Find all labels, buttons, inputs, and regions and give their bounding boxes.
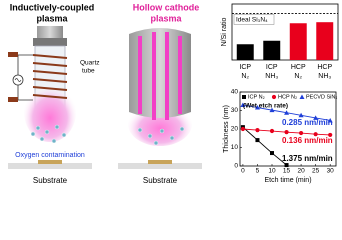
particles [30,124,67,144]
connector [8,97,18,102]
y-tick-label: 30 [231,107,239,114]
icp-diagram: Inductively-coupled plasma Quartz tube O… [8,2,100,185]
x-axis-label: Etch time (min) [264,177,311,184]
quartz-label: tube [82,68,95,75]
legend-label: HCP N₂ [278,94,297,100]
gas-inlet [37,26,63,40]
marker [284,110,290,115]
quartz-label: Quartz [80,60,100,67]
legend-label: ICP N₂ [248,94,265,100]
chart-title: (Wet etch rate) [243,103,288,110]
x-tick-label: 15 [283,168,291,175]
icp-title: Inductively-coupled [10,2,95,12]
bar [236,44,254,60]
y-tick-label: 20 [231,126,239,133]
y-tick-label: 0 [234,163,238,170]
particles [137,126,185,146]
x-tick-label: ICP [239,64,251,71]
marker [242,95,246,99]
x-tick-label: 30 [327,168,335,175]
marker [313,115,319,120]
x-tick-label: 0 [241,168,245,175]
marker [269,107,275,113]
marker [240,126,246,132]
series-line [242,126,287,166]
y-tick-label: 40 [231,89,239,96]
coil [32,54,68,99]
marker [240,102,246,107]
annotation: 0.285 nm/min [282,118,333,127]
cathode [129,28,191,118]
x-tick-label: HCP [291,64,306,71]
flange [33,38,67,46]
marker [298,130,304,136]
marker [270,151,274,156]
hcp-title: Hollow cathode [133,2,200,12]
bar [263,40,281,60]
x-tick-label: 25 [312,168,320,175]
annotation: 0.136 nm/min [282,136,333,145]
annotation: 1.375 nm/min [282,154,333,163]
figure: Inductively-coupled plasma Quartz tube O… [8,2,339,185]
hcp-title: plasma [150,13,182,23]
y-axis-label: Thickness (nm) [223,105,230,153]
marker [254,105,260,110]
substrate [38,160,62,164]
substrate-label: Substrate [33,176,68,185]
marker [313,132,318,137]
legend-label: PECVD SiNₓ [306,94,337,100]
marker [328,132,333,138]
marker [284,130,289,135]
marker [269,128,275,134]
marker [255,128,260,133]
icp-title: plasma [36,13,68,23]
x-tick-label: N₂ [241,73,249,80]
y-axis-label: N/Si ratio [221,18,228,47]
stage [8,163,92,169]
marker [271,94,277,100]
x-tick-label: 5 [256,168,260,175]
reference-box [233,14,275,25]
x-tick-label: 20 [297,168,305,175]
bar [289,23,307,60]
y-tick-label: 10 [231,144,239,151]
x-tick-label: NH₃ [265,73,278,80]
hcp-diagram: Hollow cathode plasma Substrate [118,2,202,185]
x-tick-label: 10 [268,168,276,175]
marker [298,112,304,118]
marker [299,94,305,99]
reference-label: Ideal Si₃N₄ [236,17,268,24]
substrate-label: Substrate [143,176,178,185]
marker [284,163,289,168]
contamination-label: Oxygen contamination [15,152,85,159]
x-tick-label: NH₃ [318,73,331,80]
marker [255,138,260,143]
hollow-channels [138,32,182,120]
rf-symbol [14,78,22,82]
substrate [148,160,172,164]
bar [316,22,334,60]
plot-frame [231,3,339,61]
stage [118,163,202,169]
marker [327,117,333,123]
x-tick-label: N₂ [294,73,302,80]
x-tick-label: HCP [317,64,332,71]
connector [8,52,18,57]
x-tick-label: ICP [266,64,278,71]
